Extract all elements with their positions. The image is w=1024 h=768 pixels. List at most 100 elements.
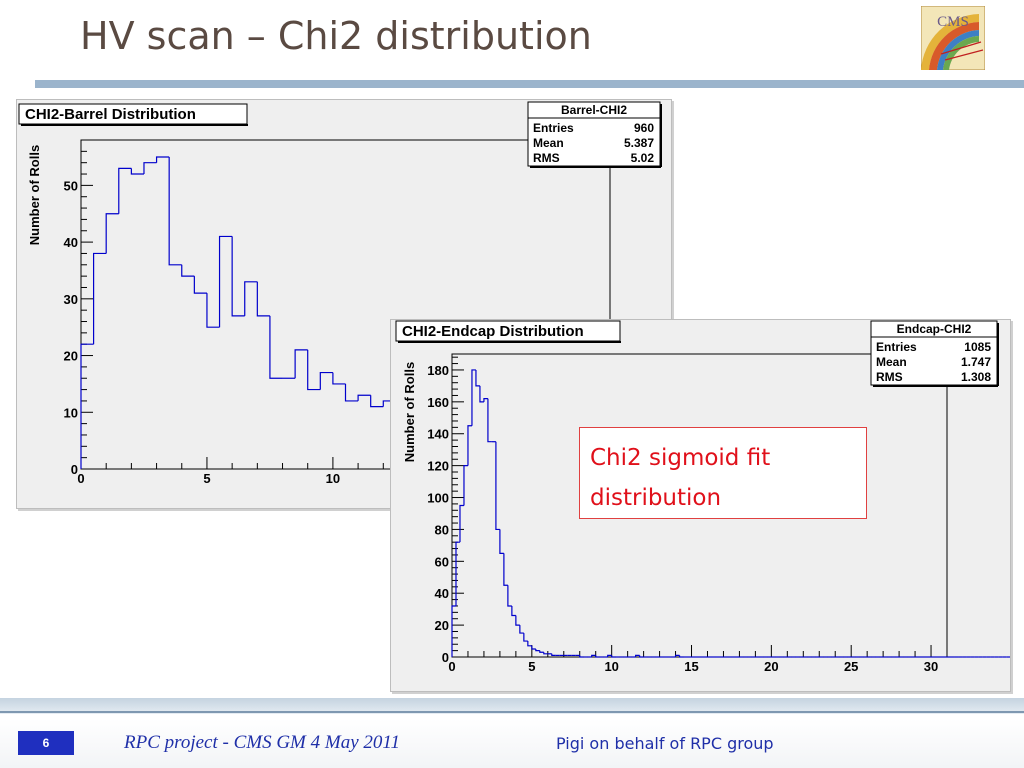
- endcap-bin: [487, 398, 492, 443]
- endcap-y-tick-label: 0: [442, 650, 449, 665]
- endcap-bin: [479, 385, 484, 403]
- barrel-stats-rms: 5.02: [631, 151, 655, 165]
- barrel-bin: [168, 157, 182, 266]
- endcap-x-tick-label: 20: [764, 659, 778, 674]
- page-number: 6: [18, 731, 74, 755]
- barrel-bin: [155, 156, 170, 163]
- endcap-bin: [515, 615, 520, 626]
- endcap-bin: [611, 655, 616, 658]
- barrel-y-tick-label: 40: [64, 235, 78, 250]
- endcap-x-tick-label: 25: [844, 659, 858, 674]
- endcap-y-axis-label: Number of Rolls: [402, 362, 417, 462]
- endcap-bin: [499, 529, 504, 554]
- endcap-bin: [543, 652, 548, 655]
- endcap-bin: [467, 425, 472, 466]
- barrel-plot-frame: [80, 139, 611, 470]
- footer-right-text: Pigi on behalf of RPC group: [556, 734, 774, 753]
- barrel-bin: [344, 383, 359, 402]
- endcap-x-tick-label: 30: [924, 659, 938, 674]
- endcap-stats-entries: 1085: [964, 340, 991, 354]
- barrel-y-tick-label: 30: [64, 292, 78, 307]
- endcap-stats-mean: 1.747: [961, 355, 991, 369]
- endcap-bin: [519, 625, 524, 634]
- endcap-stats-rms: 1.308: [961, 370, 991, 384]
- callout-box: Chi2 sigmoid fit distribution: [579, 427, 867, 519]
- endcap-bin: [523, 633, 528, 642]
- endcap-histogram: 0 20 40 60 80 100 120 140 160 180 0 5 10 15 20 25 30 Numb…: [395, 320, 1010, 674]
- endcap-bin: [503, 553, 508, 586]
- endcap-bin: [595, 655, 600, 658]
- endcap-bin: [475, 369, 480, 387]
- barrel-bin: [231, 236, 245, 317]
- endcap-x-tick-label: 5: [528, 659, 535, 674]
- barrel-bin: [118, 167, 132, 214]
- callout-line-1: Chi2 sigmoid fit: [590, 445, 771, 471]
- barrel-histogram: 01020304050051015Number of RollsCHI2-Bar…: [18, 101, 671, 486]
- barrel-bin: [244, 281, 258, 316]
- barrel-y-axis-label: Number of Rolls: [27, 145, 42, 245]
- barrel-stats-mean: 5.387: [624, 136, 654, 150]
- endcap-stats-box: [870, 320, 998, 386]
- endcap-bin: [527, 641, 532, 647]
- endcap-bin: [607, 654, 612, 657]
- footer-rule: [0, 711, 1024, 713]
- barrel-bin: [370, 395, 384, 408]
- endcap-y-tick-label: 40: [435, 586, 449, 601]
- endcap-bin: [455, 541, 460, 606]
- footer-background: [0, 719, 1024, 768]
- endcap-bin: [471, 369, 476, 426]
- barrel-bin: [218, 235, 233, 328]
- barrel-stats-entries: 960: [634, 121, 654, 135]
- barrel-bin: [269, 315, 283, 379]
- endcap-y-tick-label: 60: [435, 554, 449, 569]
- barrel-bin: [143, 162, 157, 175]
- endcap-stats-label: Entries: [876, 340, 917, 354]
- endcap-bin: [539, 650, 544, 653]
- barrel-y-tick-label: 10: [64, 405, 78, 420]
- barrel-title: CHI2-Barrel Distribution: [25, 106, 196, 123]
- barrel-bin: [80, 343, 94, 469]
- barrel-x-tick-label: 10: [326, 471, 340, 486]
- barrel-bin: [294, 349, 308, 379]
- endcap-bin: [495, 441, 500, 531]
- endcap-bin: [579, 655, 584, 658]
- endcap-y-tick-label: 100: [427, 491, 449, 506]
- endcap-bin: [535, 649, 540, 652]
- endcap-bin: [639, 655, 644, 658]
- endcap-y-tick-label: 120: [427, 459, 449, 474]
- endcap-y-tick-label: 20: [435, 618, 449, 633]
- endcap-bin: [507, 585, 512, 607]
- barrel-stats-box: [527, 101, 661, 167]
- endcap-bin: [678, 655, 684, 658]
- logo-text: CMS: [937, 14, 969, 30]
- endcap-x-tick-label: 15: [684, 659, 698, 674]
- footer-band: [0, 698, 1024, 714]
- barrel-stats-name: Barrel-CHI2: [561, 103, 627, 117]
- barrel-bin: [130, 168, 144, 175]
- endcap-stats-label: Mean: [876, 355, 907, 369]
- endcap-bin: [459, 504, 464, 543]
- endcap-bin: [483, 398, 488, 402]
- endcap-histogram-panel: 0 20 40 60 80 100 120 140 160 180 0 5 10 15 20 25 30 Numb…: [390, 319, 1011, 692]
- barrel-bin: [92, 252, 107, 345]
- endcap-bin: [635, 654, 640, 657]
- endcap-bin: [591, 654, 596, 657]
- barrel-y-tick-label: 50: [64, 178, 78, 193]
- barrel-y-tick-label: 20: [64, 349, 78, 364]
- endcap-x-tick-label: 0: [448, 659, 455, 674]
- barrel-bin: [357, 394, 371, 401]
- cms-logo-icon: CMS: [921, 6, 985, 70]
- barrel-bin: [319, 371, 333, 390]
- endcap-bin: [531, 645, 536, 650]
- endcap-bin: [674, 654, 680, 657]
- footer-left-text: RPC project - CMS GM 4 May 2011: [124, 732, 400, 753]
- title-rule: [35, 80, 1024, 88]
- barrel-stats-label: Mean: [533, 136, 564, 150]
- barrel-bin: [332, 372, 346, 385]
- barrel-stats-label: Entries: [533, 121, 574, 135]
- barrel-bin: [256, 281, 270, 317]
- endcap-bin: [551, 653, 556, 657]
- barrel-x-tick-label: 0: [77, 471, 84, 486]
- barrel-bin: [181, 264, 195, 277]
- endcap-title: CHI2-Endcap Distribution: [402, 323, 584, 340]
